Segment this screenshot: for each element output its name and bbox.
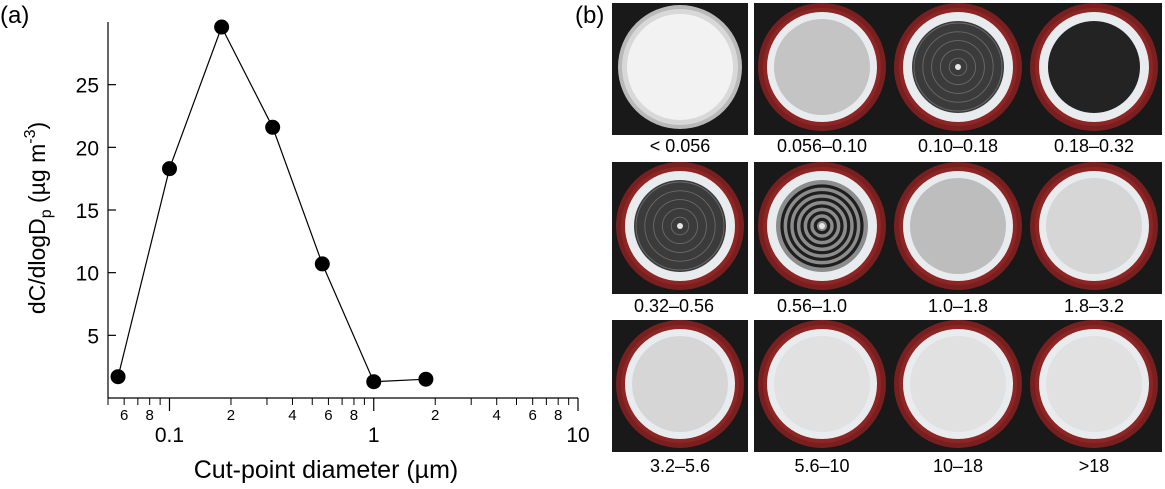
filter-size-label: 0.32–0.56 [633,296,715,316]
panel-a-label: (a) [0,2,30,29]
data-point [265,119,281,135]
y-axis-label-unit: (µg m [24,144,50,210]
filter-photo-grid: < 0.056 0.056–0.10 0.10–0.18 0.18–0.32 0.32–… [612,0,1165,489]
x-minor-tick-label: 6 [529,407,537,424]
filter-size-label: 0.056–0.10 [776,136,868,156]
filter-size-label: 1.0–1.8 [927,296,989,316]
y-tick-label: 10 [76,263,99,286]
y-axis-label-main: dC/dlogD [24,218,50,314]
filter-size-label: >18 [1078,456,1110,476]
y-axis-label-sup: -3 [22,129,39,143]
x-minor-tick-label: 6 [324,407,332,424]
x-minor-tick-label: 4 [493,407,501,424]
filter-image [754,162,890,294]
filter-size-label: 0.10–0.18 [917,136,999,156]
y-tick-label: 20 [76,137,99,160]
data-point [161,161,177,177]
y-tick-label: 15 [76,200,99,223]
data-point [110,369,126,385]
filter-size-label: 3.2–5.6 [649,456,711,476]
data-point [314,256,330,272]
filter-photo: 1.8–3.2 [1026,162,1162,322]
filter-image [890,320,1026,452]
filter-photo: 0.18–0.32 [1026,3,1162,163]
chart-axes [107,22,578,399]
filter-image [612,162,748,294]
x-minor-tick-label: 8 [146,407,154,424]
filter-size-label: 1.8–3.2 [1063,296,1125,316]
data-point [214,19,230,35]
filter-image [612,320,748,452]
filter-photo: < 0.056 [612,3,748,163]
x-minor-tick-label: 8 [554,407,562,424]
filter-image [890,162,1026,294]
filter-size-label: 5.6–10 [794,456,850,476]
x-axis-label: Cut-point diameter (µm) [194,456,458,484]
y-axis-label-sub: p [38,209,55,218]
filter-size-label: 10–18 [932,456,984,476]
filter-photo: 1.0–1.8 [890,162,1026,322]
filter-photo: 0.56–1.0 [754,162,890,322]
y-axis-label-close: ) [24,122,50,130]
filter-size-label: 0.56–1.0 [776,296,848,316]
filter-photo: 0.32–0.56 [612,162,748,322]
filter-image [612,3,748,135]
filter-image [890,3,1026,135]
filter-image [1026,320,1162,452]
chart-series [110,19,434,390]
series-line [117,25,426,383]
filter-photo: >18 [1026,320,1162,480]
filter-photo: 10–18 [890,320,1026,480]
x-minor-tick-label: 2 [227,407,235,424]
x-minor-tick-label: 2 [431,407,439,424]
filter-image [1026,162,1162,294]
x-minor-tick-label: 8 [350,407,358,424]
filter-image [754,3,890,135]
filter-size-label: 0.18–0.32 [1053,136,1135,156]
filter-photo: 5.6–10 [754,320,890,480]
y-axis-label: dC/dlogDp (µg m-3) [22,122,55,314]
filter-photo: 3.2–5.6 [612,320,748,480]
x-minor-tick-label: 4 [288,407,296,424]
x-major-tick-label: 0.1 [155,424,184,447]
filter-image [754,320,890,452]
x-minor-tick-label: 6 [120,407,128,424]
panel-b-label: (b) [575,2,605,29]
x-major-tick-label: 1 [368,424,380,447]
data-point [418,371,434,387]
data-point [366,374,382,390]
filter-size-label: < 0.056 [649,136,711,156]
filter-photo: 0.10–0.18 [890,3,1026,163]
y-tick-label: 5 [87,325,99,348]
x-major-tick-label: 10 [566,424,589,447]
y-tick-label: 25 [76,75,99,98]
filter-image [1026,3,1162,135]
filter-photo: 0.056–0.10 [754,3,890,163]
